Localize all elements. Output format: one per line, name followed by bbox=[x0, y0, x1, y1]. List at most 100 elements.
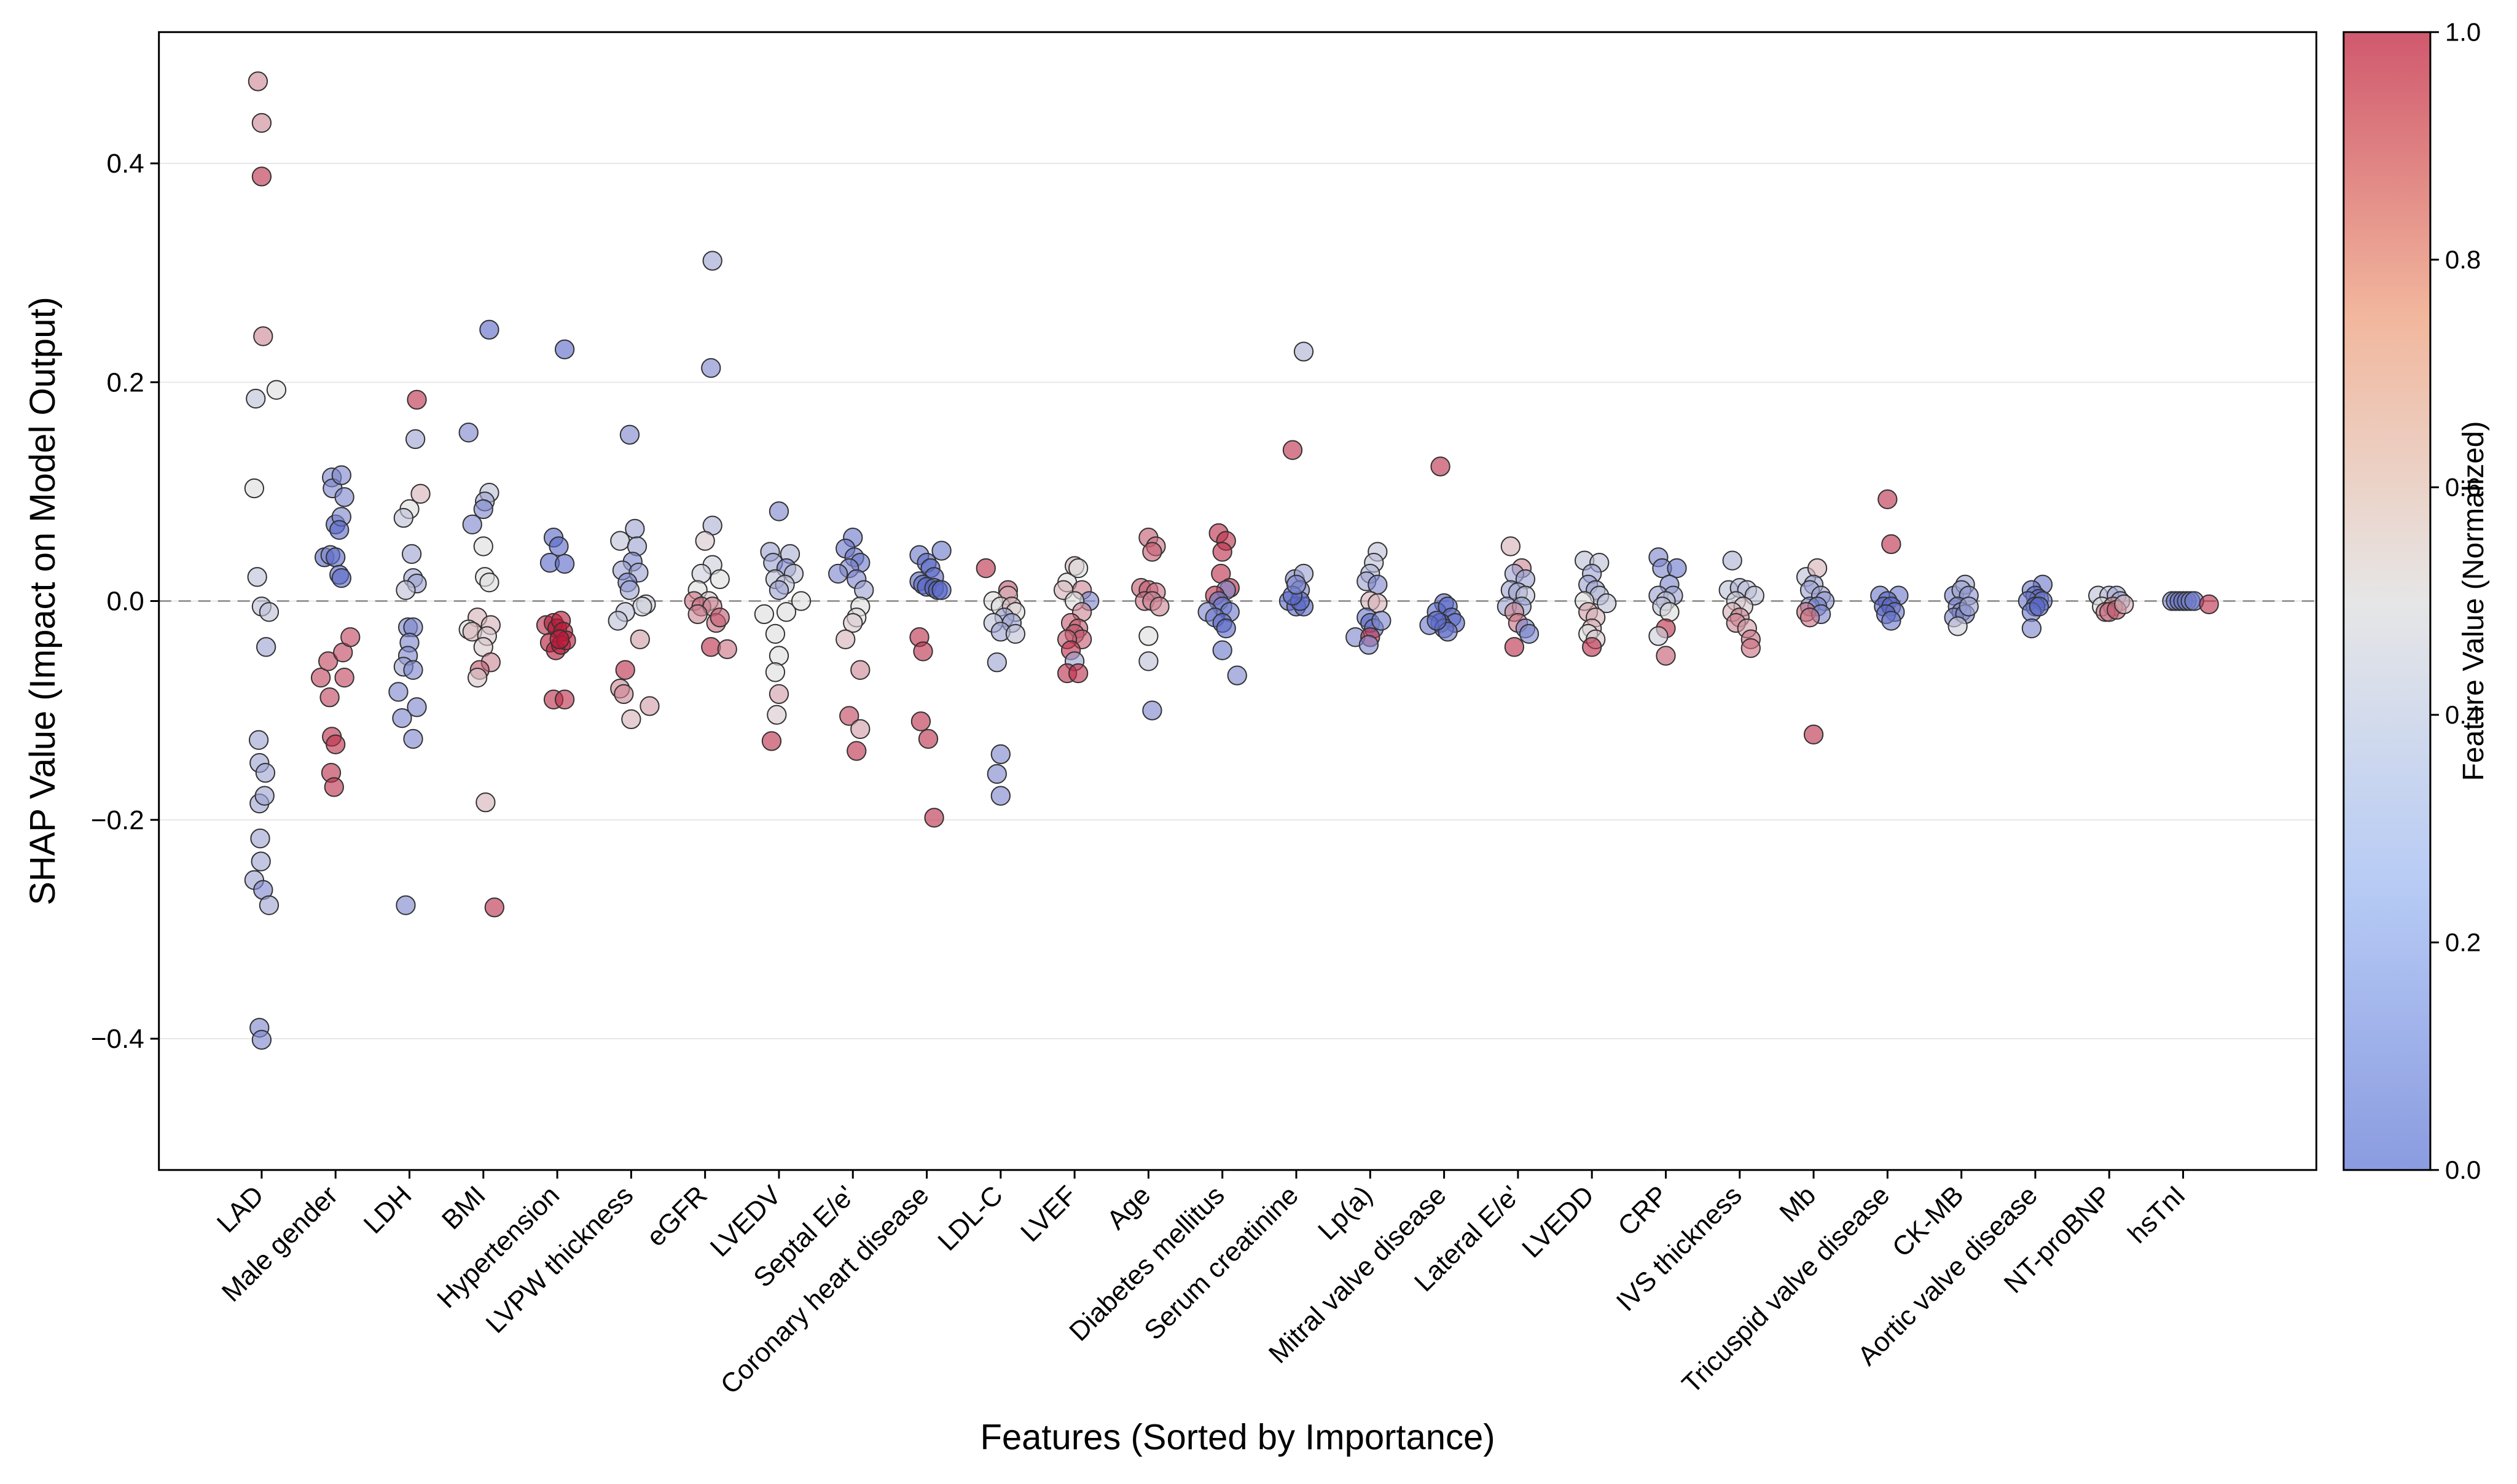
shap-point bbox=[458, 423, 479, 443]
shap-point bbox=[691, 563, 711, 584]
y-tick-label: 0.2 bbox=[107, 367, 144, 397]
y-tick-label: −0.4 bbox=[91, 1024, 144, 1054]
shap-point bbox=[244, 478, 265, 499]
shap-point bbox=[1358, 635, 1379, 655]
shap-point bbox=[473, 499, 493, 520]
shap-point bbox=[1286, 574, 1307, 595]
shap-point bbox=[407, 697, 427, 717]
shap-point bbox=[331, 568, 351, 588]
shap-point bbox=[1427, 611, 1447, 631]
shap-point bbox=[632, 596, 652, 617]
shap-point bbox=[769, 580, 789, 600]
shap-point bbox=[619, 580, 640, 600]
shap-point bbox=[250, 828, 270, 849]
shap-point bbox=[924, 808, 944, 828]
shap-point bbox=[1142, 542, 1162, 562]
shap-point bbox=[918, 728, 939, 749]
shap-point bbox=[403, 728, 423, 749]
shap-point bbox=[1068, 663, 1089, 684]
shap-point bbox=[331, 465, 351, 485]
shap-point bbox=[987, 763, 1007, 784]
shap-point bbox=[769, 501, 789, 521]
shap-point bbox=[640, 696, 660, 716]
x-axis-title: Features (Sorted by Importance) bbox=[980, 1417, 1495, 1457]
shap-point bbox=[253, 326, 273, 346]
y-tick-label: −0.2 bbox=[91, 805, 144, 835]
shap-point bbox=[1430, 456, 1450, 477]
colorbar-ticks: 0.0 0.2 0.4 0.6 0.8 1.0 bbox=[2430, 17, 2481, 1184]
shap-point bbox=[769, 646, 789, 666]
shap-point bbox=[1722, 550, 1742, 571]
shap-point bbox=[619, 424, 640, 445]
shap-point bbox=[710, 569, 730, 590]
shap-point bbox=[976, 558, 996, 579]
shap-point bbox=[318, 651, 339, 671]
shap-point bbox=[1656, 646, 1676, 666]
shap-point bbox=[393, 507, 414, 528]
shap-point bbox=[1881, 534, 1901, 555]
shap-point bbox=[251, 112, 272, 133]
shap-point bbox=[621, 709, 641, 730]
shap-point bbox=[549, 536, 569, 556]
shap-point bbox=[614, 684, 634, 705]
shap-point bbox=[479, 319, 499, 340]
shap-point bbox=[329, 520, 350, 540]
shap-point bbox=[1807, 558, 1828, 579]
shap-point bbox=[251, 166, 272, 187]
shap-point bbox=[1005, 623, 1026, 644]
shap-point bbox=[248, 730, 269, 750]
shap-point bbox=[931, 541, 952, 561]
shap-point bbox=[1138, 651, 1159, 671]
shap-point bbox=[1212, 640, 1232, 660]
shap-point bbox=[843, 612, 863, 633]
shap-point bbox=[334, 487, 354, 507]
shap-point bbox=[828, 563, 848, 584]
y-axis-ticks: −0.4 −0.2 0.0 0.2 0.4 bbox=[91, 149, 159, 1054]
shap-point bbox=[1803, 724, 1824, 744]
shap-point bbox=[987, 652, 1007, 673]
shap-point bbox=[836, 629, 856, 650]
shap-point bbox=[403, 660, 423, 680]
shap-point bbox=[1216, 618, 1236, 639]
shap-point bbox=[251, 1029, 272, 1050]
shap-point bbox=[791, 591, 812, 611]
shap-point bbox=[610, 531, 630, 551]
shap-point bbox=[1149, 596, 1170, 617]
shap-point bbox=[396, 580, 416, 600]
shap-point bbox=[554, 553, 575, 574]
shap-point bbox=[1500, 536, 1521, 556]
colorbar bbox=[2343, 31, 2432, 1171]
shap-point bbox=[1142, 700, 1162, 721]
shap-point bbox=[247, 567, 267, 587]
shap-point bbox=[1582, 637, 1602, 657]
shap-point bbox=[410, 483, 431, 504]
shap-point bbox=[990, 744, 1011, 765]
shap-point bbox=[1877, 489, 1898, 510]
shap-point bbox=[754, 604, 775, 625]
shap-point bbox=[1648, 626, 1669, 646]
shap-point bbox=[1368, 574, 1388, 595]
shap-point bbox=[839, 706, 859, 726]
shap-point bbox=[1293, 342, 1314, 362]
shap-point bbox=[695, 531, 715, 551]
shap-point bbox=[717, 639, 737, 660]
shap-point bbox=[248, 71, 268, 92]
shap-point bbox=[251, 851, 271, 872]
shap-point bbox=[854, 580, 874, 600]
shap-point bbox=[608, 611, 628, 631]
shap-point bbox=[462, 514, 482, 534]
shap-point bbox=[554, 339, 575, 359]
shap-point bbox=[1212, 542, 1232, 562]
shap-point bbox=[1371, 611, 1392, 631]
y-tick-label: 0.0 bbox=[107, 587, 144, 617]
shap-point bbox=[1667, 558, 1687, 579]
colorbar-tick-label: 0.0 bbox=[2445, 1155, 2481, 1184]
shap-point bbox=[1504, 637, 1525, 657]
shap-point bbox=[256, 637, 276, 657]
shap-point bbox=[405, 429, 426, 450]
shap-point bbox=[850, 660, 871, 680]
colorbar-tick-label: 0.6 bbox=[2445, 472, 2481, 501]
shap-point bbox=[401, 544, 422, 564]
